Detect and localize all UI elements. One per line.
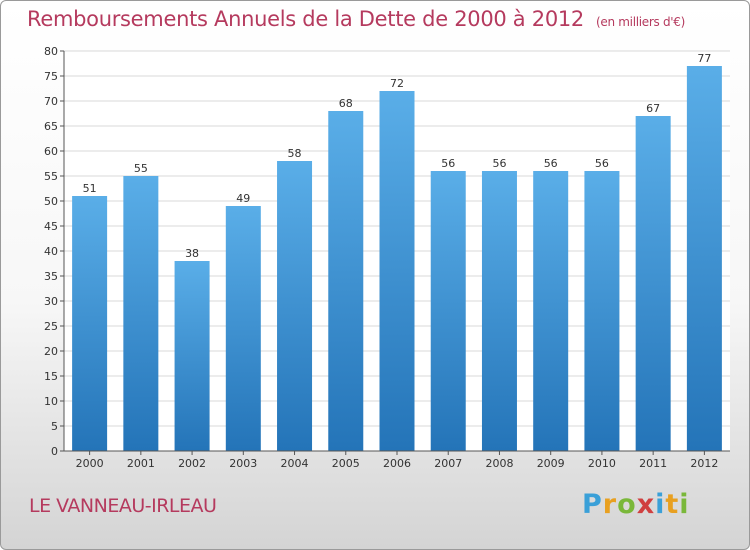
- data-label: 56: [441, 157, 455, 170]
- x-tick-label: 2005: [332, 457, 360, 470]
- logo-letter: P: [582, 489, 603, 520]
- data-label: 77: [697, 52, 711, 65]
- bar: [686, 66, 722, 451]
- place-name: LE VANNEAU-IRLEAU: [29, 495, 217, 517]
- bar: [328, 111, 364, 451]
- x-tick-label: 2009: [537, 457, 565, 470]
- data-label: 49: [236, 192, 250, 205]
- y-tick-label: 30: [44, 295, 58, 308]
- y-tick-label: 0: [51, 445, 58, 458]
- bar: [174, 261, 210, 451]
- data-label: 56: [544, 157, 558, 170]
- logo-letter: i: [679, 489, 690, 520]
- x-tick-label: 2001: [127, 457, 155, 470]
- x-tick-label: 2006: [383, 457, 411, 470]
- data-label: 38: [185, 247, 199, 260]
- x-tick-labels: 2000 2001 2002 2003 2004 2005 2006 2007 2008 2009…: [76, 451, 718, 470]
- y-tick-label: 15: [44, 370, 58, 383]
- logo-letter: i: [655, 489, 666, 520]
- data-label: 58: [288, 147, 302, 160]
- x-tick-label: 2012: [690, 457, 718, 470]
- bar: [533, 171, 569, 451]
- data-label: 72: [390, 77, 404, 90]
- y-tick-label: 20: [44, 345, 58, 358]
- bar: [430, 171, 466, 451]
- bar: [225, 206, 261, 451]
- x-tick-label: 2004: [281, 457, 309, 470]
- y-tick-label: 40: [44, 245, 58, 258]
- y-tick-label: 60: [44, 145, 58, 158]
- x-tick-label: 2000: [76, 457, 104, 470]
- bar: [379, 91, 415, 451]
- y-tick-label: 45: [44, 220, 58, 233]
- y-tick-label: 55: [44, 170, 58, 183]
- bar: [584, 171, 620, 451]
- y-tick-label: 35: [44, 270, 58, 283]
- x-tick-label: 2007: [434, 457, 462, 470]
- data-label: 56: [595, 157, 609, 170]
- chart-title: Remboursements Annuels de la Dette de 20…: [27, 7, 685, 31]
- y-tick-label: 25: [44, 320, 58, 333]
- x-tick-label: 2008: [485, 457, 513, 470]
- data-label: 67: [646, 102, 660, 115]
- proxiti-logo: Proxiti: [582, 489, 690, 520]
- y-tick-label: 80: [44, 45, 58, 58]
- chart-title-text: Remboursements Annuels de la Dette de 20…: [27, 7, 584, 31]
- logo-letter: r: [602, 489, 618, 520]
- bar: [72, 196, 108, 451]
- bar: [277, 161, 313, 451]
- x-tick-label: 2003: [229, 457, 257, 470]
- y-tick-label: 10: [44, 395, 58, 408]
- x-tick-label: 2010: [588, 457, 616, 470]
- y-tick-labels: 0 5 10 15 20 25 30 35 40 45 50 55 60 65 70 75 80: [44, 45, 64, 458]
- logo-letter: x: [636, 489, 656, 520]
- x-tick-label: 2002: [178, 457, 206, 470]
- y-tick-label: 50: [44, 195, 58, 208]
- bar: [481, 171, 517, 451]
- y-tick-label: 65: [44, 120, 58, 133]
- data-label: 55: [134, 162, 148, 175]
- bar: [123, 176, 159, 451]
- data-label: 56: [492, 157, 506, 170]
- bars: [72, 66, 722, 451]
- logo-letter: o: [617, 489, 637, 520]
- y-tick-label: 75: [44, 70, 58, 83]
- data-label: 68: [339, 97, 353, 110]
- chart-subtitle: (en milliers d'€): [596, 15, 686, 29]
- x-tick-label: 2011: [639, 457, 667, 470]
- y-tick-label: 5: [51, 420, 58, 433]
- logo-letter: t: [665, 489, 680, 520]
- bar: [635, 116, 671, 451]
- y-tick-label: 70: [44, 95, 58, 108]
- data-labels: 51 55 38 49 58 68 72 56 56 56 56 67 77: [83, 52, 712, 260]
- data-label: 51: [83, 182, 97, 195]
